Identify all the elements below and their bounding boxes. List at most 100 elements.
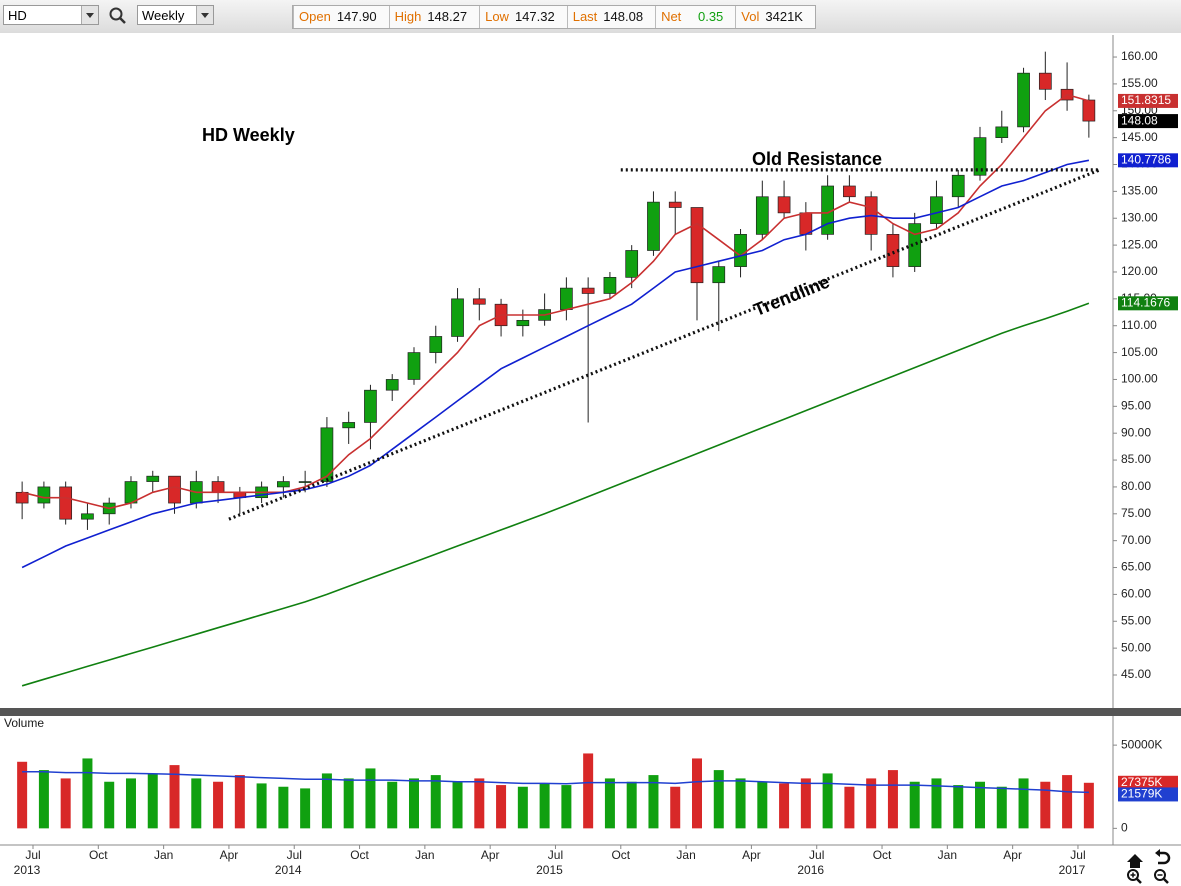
candle-body <box>298 481 312 483</box>
candle-body <box>385 379 399 391</box>
y-tick-label: 160.00 <box>1121 49 1158 63</box>
volume-bar <box>996 786 1007 829</box>
y-tick-label: 60.00 <box>1121 587 1151 601</box>
candle-body <box>37 486 51 504</box>
zoom-in-icon[interactable] <box>1127 869 1142 884</box>
symbol-box[interactable]: HD <box>3 5 99 25</box>
x-tick-label: Oct <box>873 848 892 862</box>
y-tick-label: 120.00 <box>1121 264 1158 278</box>
volume-bar <box>169 765 180 829</box>
candle-body <box>472 298 486 305</box>
search-icon[interactable] <box>108 6 128 26</box>
y-tick-label: 65.00 <box>1121 560 1151 574</box>
candle-body <box>1082 99 1096 122</box>
zoom-out-icon[interactable] <box>1154 869 1169 884</box>
candle-body <box>908 223 922 267</box>
quote-panel: Open 147.90 High 148.27 Low 147.32 Last 148.08 N… <box>292 5 816 29</box>
moving-average <box>21 159 1090 569</box>
volume-bar <box>1083 782 1094 829</box>
volume-bar <box>517 786 528 829</box>
annotation: Old Resistance <box>752 149 882 169</box>
value-tag <box>1118 93 1178 108</box>
candle-body <box>516 319 530 327</box>
period-box[interactable]: Weekly <box>137 5 214 25</box>
year-label: 2016 <box>797 863 824 877</box>
volume-bar <box>82 758 93 829</box>
y-tick-label: 145.00 <box>1121 130 1158 144</box>
candle-body <box>1038 72 1052 90</box>
value-tag <box>1118 153 1178 168</box>
home-icon[interactable] <box>1127 854 1143 868</box>
volume-bar <box>735 778 746 829</box>
candle-body <box>734 234 747 267</box>
candle-body <box>799 212 813 235</box>
volume-bar <box>757 781 768 829</box>
chart-title: HD Weekly <box>202 125 295 145</box>
pane-separator <box>0 708 1181 716</box>
y-tick-label: 135.00 <box>1121 184 1158 198</box>
candle-body <box>59 486 73 520</box>
x-tick-label: Jul <box>1070 848 1085 862</box>
volume-bar <box>887 770 898 829</box>
y-tick-label: 75.00 <box>1121 506 1151 520</box>
x-tick-label: Jan <box>938 848 957 862</box>
volume-bar <box>234 775 245 829</box>
volume-bar <box>213 781 224 829</box>
moving-average <box>21 302 1090 687</box>
volume-bar <box>670 786 681 829</box>
quote-label: Net <box>655 6 687 28</box>
x-tick-label: Apr <box>220 848 239 862</box>
quote-value: 147.32 <box>514 9 555 24</box>
value-tag-label: 151.8315 <box>1121 93 1171 107</box>
y-tick-label: 70.00 <box>1121 533 1151 547</box>
volume-bar <box>125 778 136 829</box>
value-tag <box>1118 787 1178 802</box>
candle-body <box>647 201 660 251</box>
candle-body <box>342 422 356 429</box>
volume-bar <box>343 778 354 829</box>
x-tick-label: Jul <box>287 848 302 862</box>
volume-bar <box>38 770 49 829</box>
undo-icon[interactable] <box>1155 849 1171 865</box>
value-tag-label: 21579K <box>1121 787 1162 801</box>
y-tick-label: 125.00 <box>1121 237 1158 251</box>
candle-body <box>755 196 769 235</box>
volume-bar <box>408 778 419 829</box>
volume-bar <box>278 786 289 829</box>
dropdown-arrow[interactable] <box>196 6 213 24</box>
candle-body <box>81 513 94 520</box>
volume-bar <box>104 781 115 829</box>
candle-body <box>625 250 639 278</box>
volume-bar <box>953 785 964 829</box>
y-tick-label: 95.00 <box>1121 398 1151 412</box>
moving-average <box>21 93 1090 510</box>
candle-body <box>429 336 443 353</box>
volume-bar <box>800 778 811 829</box>
volume-bar <box>822 773 833 829</box>
volume-bar <box>321 773 332 829</box>
year-label: 2013 <box>14 863 41 877</box>
candle-body <box>581 287 595 294</box>
volume-bar <box>1040 781 1051 829</box>
candle-body <box>364 389 377 423</box>
volume-bar <box>692 758 702 829</box>
year-label: 2015 <box>536 863 563 877</box>
x-tick-label: Jan <box>415 848 434 862</box>
volume-bar <box>452 781 463 829</box>
value-tag-label: 114.1676 <box>1121 295 1170 309</box>
value-tag <box>1118 775 1178 790</box>
candle-body <box>843 185 856 198</box>
candle-body <box>951 174 965 198</box>
value-tag-label: 27375K <box>1121 775 1162 789</box>
quote-label: High <box>388 6 428 28</box>
candle-body <box>451 298 464 337</box>
volume-bar <box>60 778 71 829</box>
candle-body <box>777 196 791 214</box>
dropdown-arrow[interactable] <box>81 6 98 24</box>
volume-bar <box>975 781 986 829</box>
period: Weekly <box>142 8 185 23</box>
toolbar: HD Weekly Open 147.90 High 148.27 Low 147.32 L… <box>0 0 1181 34</box>
year-label: 2017 <box>1059 863 1086 877</box>
x-tick-label: Oct <box>89 848 108 862</box>
